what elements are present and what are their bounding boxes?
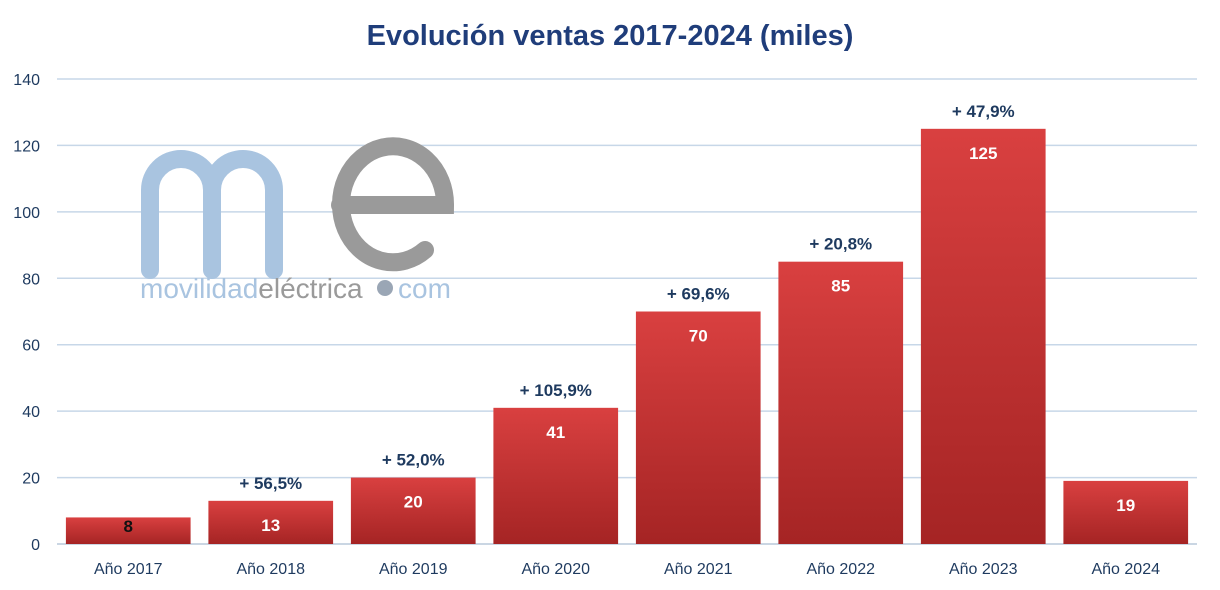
growth-label: + 52,0% <box>382 451 445 470</box>
bars <box>65 128 1189 545</box>
bar-value-label: 125 <box>969 144 997 163</box>
x-tick-label: Año 2019 <box>379 561 448 578</box>
growth-label: + 20,8% <box>809 235 872 254</box>
x-tick-label: Año 2021 <box>664 561 733 578</box>
y-tick-label: 140 <box>13 72 40 89</box>
bar <box>920 128 1046 545</box>
watermark-dot-icon <box>377 280 393 296</box>
bar <box>778 261 904 544</box>
chart-title: Evolución ventas 2017-2024 (miles) <box>367 20 854 52</box>
bar-value-label: 8 <box>124 517 133 536</box>
y-tick-label: 120 <box>13 138 40 155</box>
bar <box>65 517 191 544</box>
watermark-text-part1: movilidad <box>140 273 258 304</box>
x-tick-label: Año 2020 <box>521 561 590 578</box>
bar <box>635 311 761 544</box>
bar <box>350 477 476 544</box>
watermark-text: movilidadeléctrica <box>140 273 363 304</box>
bar-value-label: 41 <box>546 423 565 442</box>
bar <box>493 407 619 544</box>
bar <box>1063 480 1189 544</box>
x-tick-label: Año 2022 <box>806 561 875 578</box>
bar-value-label: 85 <box>831 277 850 296</box>
watermark-text-part2: eléctrica <box>258 273 363 304</box>
x-tick-label: Año 2018 <box>236 561 305 578</box>
watermark-m-letter <box>141 150 283 279</box>
y-tick-label: 20 <box>22 471 40 488</box>
y-tick-label: 60 <box>22 338 40 355</box>
y-tick-label: 0 <box>31 537 40 554</box>
y-tick-label: 80 <box>22 271 40 288</box>
y-axis: 0 20 40 60 80 100 120 140 <box>13 72 40 554</box>
growth-label: + 105,9% <box>520 381 592 400</box>
watermark-logo: movilidadeléctrica com <box>140 137 455 304</box>
watermark-e-letter <box>331 137 455 272</box>
grid <box>57 78 1197 545</box>
x-axis: Año 2017 Año 2018 Año 2019 Año 2020 Año 2021… <box>94 561 1160 578</box>
bar-value-label: 13 <box>261 516 280 535</box>
growth-label: + 69,6% <box>667 285 730 304</box>
watermark-text-part3: com <box>398 273 451 304</box>
bar-value-label: 19 <box>1116 496 1135 515</box>
y-tick-label: 40 <box>22 404 40 421</box>
x-tick-label: Año 2024 <box>1091 561 1160 578</box>
labels: 8 13 + 56,5% 20 + 52,0% 41 + 105,9% 70 + 69,6% 85… <box>124 102 1136 536</box>
growth-label: + 47,9% <box>952 102 1015 121</box>
growth-label: + 56,5% <box>239 474 302 493</box>
bar-value-label: 70 <box>689 327 708 346</box>
bar-value-label: 20 <box>404 493 423 512</box>
y-tick-label: 100 <box>13 205 40 222</box>
x-tick-label: Año 2023 <box>949 561 1018 578</box>
bar <box>208 500 334 544</box>
x-tick-label: Año 2017 <box>94 561 163 578</box>
